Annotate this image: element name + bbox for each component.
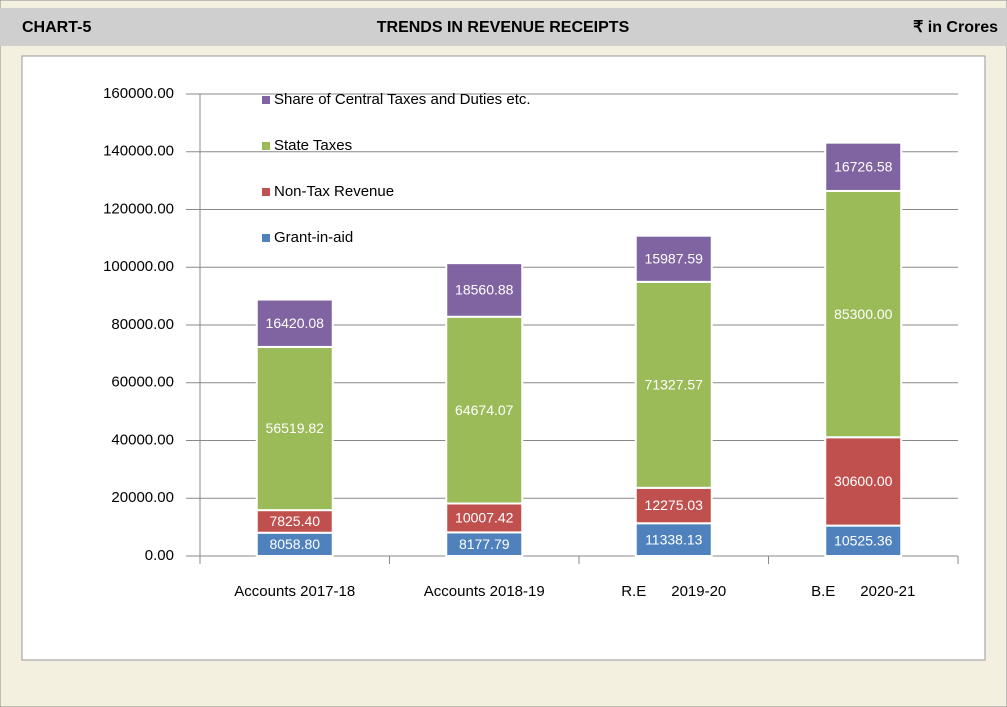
legend-label: State Taxes bbox=[274, 137, 352, 154]
y-tick-label: 20000.00 bbox=[111, 489, 174, 506]
header-bar bbox=[0, 8, 1007, 46]
legend-swatch bbox=[262, 234, 270, 242]
y-tick-label: 160000.00 bbox=[103, 85, 174, 102]
bar-segment bbox=[824, 189, 903, 439]
unit-label: ₹ in Crores bbox=[913, 19, 998, 36]
bar-segment bbox=[634, 280, 713, 489]
data-label: 8058.80 bbox=[269, 536, 320, 552]
y-tick-label: 140000.00 bbox=[103, 143, 174, 160]
data-label: 85300.00 bbox=[834, 306, 893, 322]
data-label: 16726.58 bbox=[834, 159, 893, 175]
bar-segment bbox=[634, 234, 713, 283]
x-tick-label: Accounts 2017-18 bbox=[234, 583, 355, 600]
data-label: 11338.13 bbox=[645, 531, 703, 547]
legend-swatch bbox=[262, 96, 270, 104]
legend-swatch bbox=[262, 142, 270, 150]
y-tick-label: 80000.00 bbox=[111, 316, 174, 333]
data-label: 12275.03 bbox=[645, 497, 704, 513]
bar-segment bbox=[824, 524, 903, 558]
legend-label: Share of Central Taxes and Duties etc. bbox=[274, 91, 531, 108]
bar-segment bbox=[824, 436, 903, 527]
chart-title: TRENDS IN REVENUE RECEIPTS bbox=[377, 19, 630, 36]
x-tick-label: Accounts 2018-19 bbox=[424, 583, 545, 600]
data-label: 56519.82 bbox=[266, 420, 325, 436]
data-label: 10525.36 bbox=[834, 533, 893, 549]
legend-label: Grant-in-aid bbox=[274, 229, 353, 246]
y-tick-label: 60000.00 bbox=[111, 374, 174, 391]
data-label: 71327.57 bbox=[645, 377, 704, 393]
data-label: 18560.88 bbox=[455, 282, 514, 298]
data-label: 64674.07 bbox=[455, 402, 514, 418]
data-label: 10007.42 bbox=[455, 510, 514, 526]
bar-segment bbox=[255, 298, 334, 348]
bar-segment bbox=[445, 262, 524, 318]
bar-segment bbox=[255, 345, 334, 512]
y-tick-label: 100000.00 bbox=[103, 258, 174, 275]
legend-swatch bbox=[262, 188, 270, 196]
data-label: 7825.40 bbox=[269, 513, 320, 529]
legend-label: Non-Tax Revenue bbox=[274, 183, 394, 200]
bar-segment bbox=[634, 522, 713, 558]
bar-segment bbox=[824, 141, 903, 192]
y-tick-label: 0.00 bbox=[145, 547, 174, 564]
bar-segment bbox=[634, 486, 713, 525]
data-label: 15987.59 bbox=[645, 250, 704, 266]
chart-label: CHART-5 bbox=[22, 19, 91, 36]
y-tick-label: 120000.00 bbox=[103, 200, 174, 217]
x-tick-label: R.E 2019-20 bbox=[621, 583, 726, 600]
x-tick-label: B.E 2020-21 bbox=[811, 583, 915, 600]
data-label: 8177.79 bbox=[459, 536, 510, 552]
y-tick-label: 40000.00 bbox=[111, 431, 174, 448]
data-label: 30600.00 bbox=[834, 473, 893, 489]
data-label: 16420.08 bbox=[266, 315, 325, 331]
